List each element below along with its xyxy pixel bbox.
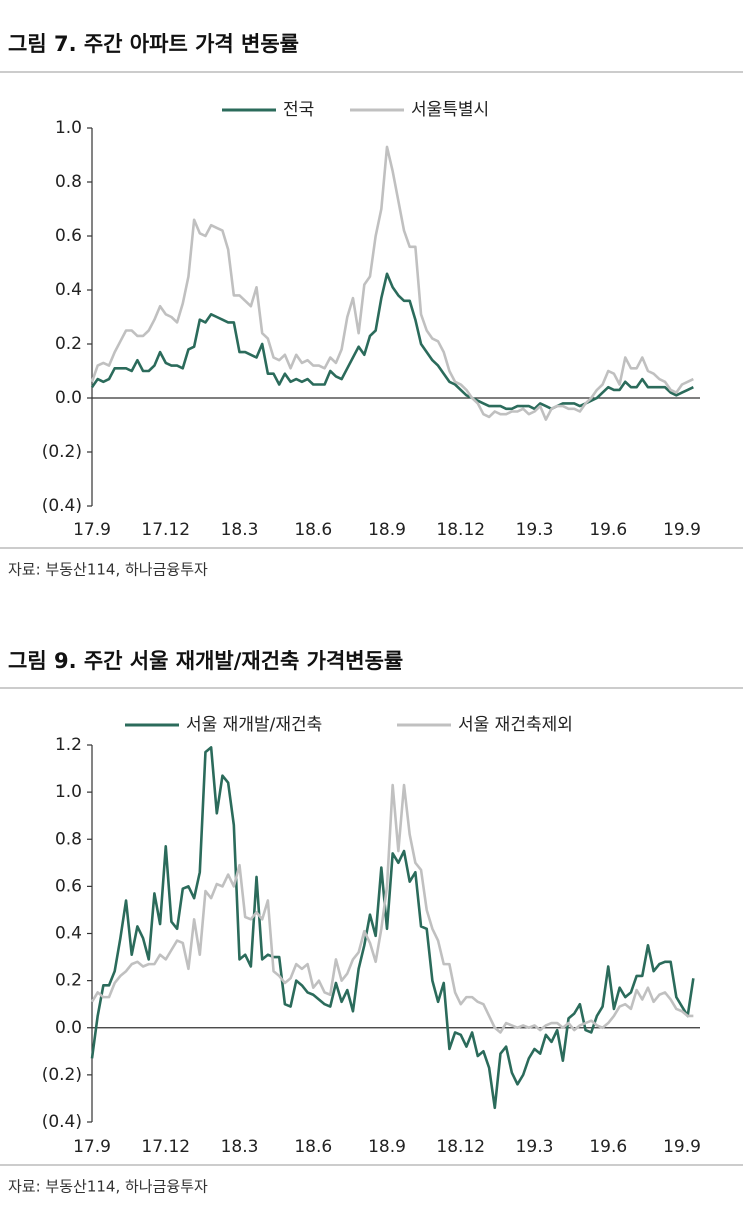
source: 자료: 부동산114, 하나금융투자 [8,1178,208,1196]
x-tick-label: 18.6 [294,520,332,540]
legend-label: 서울 재개발/재건축 [186,715,322,735]
legend-label: 전국 [283,100,314,120]
series-line [90,145,694,421]
y-tick-label: 0.6 [55,876,82,896]
series-line [90,783,694,1034]
x-tick-label: 17.9 [73,520,111,540]
x-tick-label: 18.3 [221,1137,259,1157]
x-tick-label: 17.12 [141,1137,190,1157]
y-tick-label: 0.2 [55,971,82,991]
y-tick-label: 1.0 [55,782,82,802]
y-tick-label: 0.8 [55,829,82,849]
x-tick-label: 18.12 [436,1137,485,1157]
legend-label: 서울 재건축제외 [458,715,573,735]
y-tick-label: 0.6 [55,226,82,246]
y-tick-label: 0.0 [55,388,82,408]
x-tick-label: 19.3 [516,1137,554,1157]
series-line [90,272,694,411]
series-line [90,746,695,1110]
legend-label: 서울특별시 [411,100,489,120]
source: 자료: 부동산114, 하나금융투자 [8,561,208,579]
x-tick-label: 19.6 [589,1137,627,1157]
x-tick-label: 19.9 [663,520,701,540]
x-tick-label: 18.9 [368,520,406,540]
x-tick-label: 18.3 [221,520,259,540]
x-tick-label: 19.9 [663,1137,701,1157]
y-tick-label: 0.0 [55,1018,82,1038]
y-tick-label: 0.4 [55,280,82,300]
y-tick-label: 1.0 [55,118,82,138]
chart-title: 그림 7. 주간 아파트 가격 변동률 [8,32,299,56]
y-tick-label: (0.2) [42,1065,82,1085]
y-tick-label: 1.2 [55,735,82,755]
x-tick-label: 18.12 [436,520,485,540]
x-tick-label: 17.9 [73,1137,111,1157]
y-tick-label: 0.2 [55,334,82,354]
y-tick-label: 0.4 [55,924,82,944]
y-tick-label: (0.4) [42,496,82,516]
x-tick-label: 19.6 [589,520,627,540]
y-tick-label: (0.4) [42,1112,82,1132]
x-tick-label: 18.6 [294,1137,332,1157]
y-tick-label: (0.2) [42,442,82,462]
chart-title: 그림 9. 주간 서울 재개발/재건축 가격변동률 [8,649,403,673]
x-tick-label: 18.9 [368,1137,406,1157]
x-tick-label: 19.3 [516,520,554,540]
x-tick-label: 17.12 [141,520,190,540]
y-tick-label: 0.8 [55,172,82,192]
